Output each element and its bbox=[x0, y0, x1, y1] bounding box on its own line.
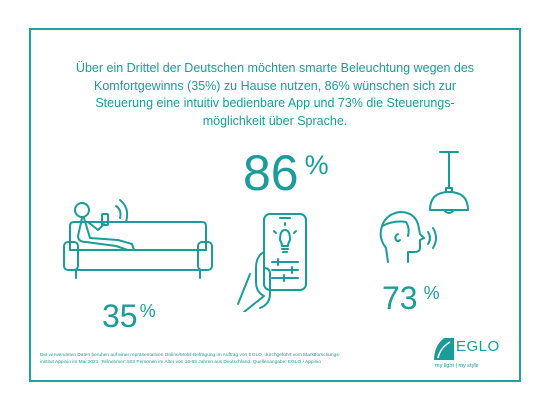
head-speaking-icon bbox=[376, 208, 446, 268]
footnote-line-1: Die verwendeten Daten beruhen auf einer … bbox=[40, 353, 341, 358]
footnote: Die verwendeten Daten beruhen auf einer … bbox=[40, 352, 420, 366]
footnote-line-2: institut Appinio im Mai 2021. Teilnehmer… bbox=[40, 360, 321, 365]
eglo-logo-name: EGLO bbox=[456, 338, 500, 355]
headline-line-3: Steuerung eine intuitiv bedienbare App u… bbox=[95, 96, 455, 110]
person-on-sofa-with-phone-icon bbox=[62, 192, 222, 284]
eglo-logo: EGLO my light | my style bbox=[434, 338, 514, 374]
headline-line-4: möglichkeit über Sprache. bbox=[202, 113, 348, 128]
headline: Über ein Drittel der Deutschen möchten s… bbox=[40, 60, 510, 130]
hand-holding-smartphone-app-icon bbox=[230, 212, 320, 312]
stat-voice-unit: % bbox=[423, 283, 440, 303]
stat-comfort-unit: % bbox=[139, 301, 156, 321]
headline-line-1: Über ein Drittel der Deutschen möchten s… bbox=[75, 61, 475, 75]
stat-voice-number: 73 bbox=[382, 280, 418, 316]
content-frame bbox=[29, 28, 521, 382]
stat-comfort-number: 35 bbox=[102, 298, 138, 334]
eglo-logo-mark-icon bbox=[434, 338, 454, 360]
stat-app-number: 86 bbox=[243, 145, 299, 201]
pendant-lamp-icon bbox=[424, 150, 474, 216]
stat-app-unit: % bbox=[304, 150, 329, 180]
headline-line-2: Komfortgewinns (35%) zu Hause nutzen, 86… bbox=[94, 78, 456, 93]
eglo-logo-tagline: my light | my style bbox=[435, 363, 479, 369]
stat-voice: 73 % bbox=[382, 282, 440, 314]
stat-app: 86 % bbox=[243, 148, 329, 198]
stat-comfort: 35 % bbox=[102, 300, 156, 332]
